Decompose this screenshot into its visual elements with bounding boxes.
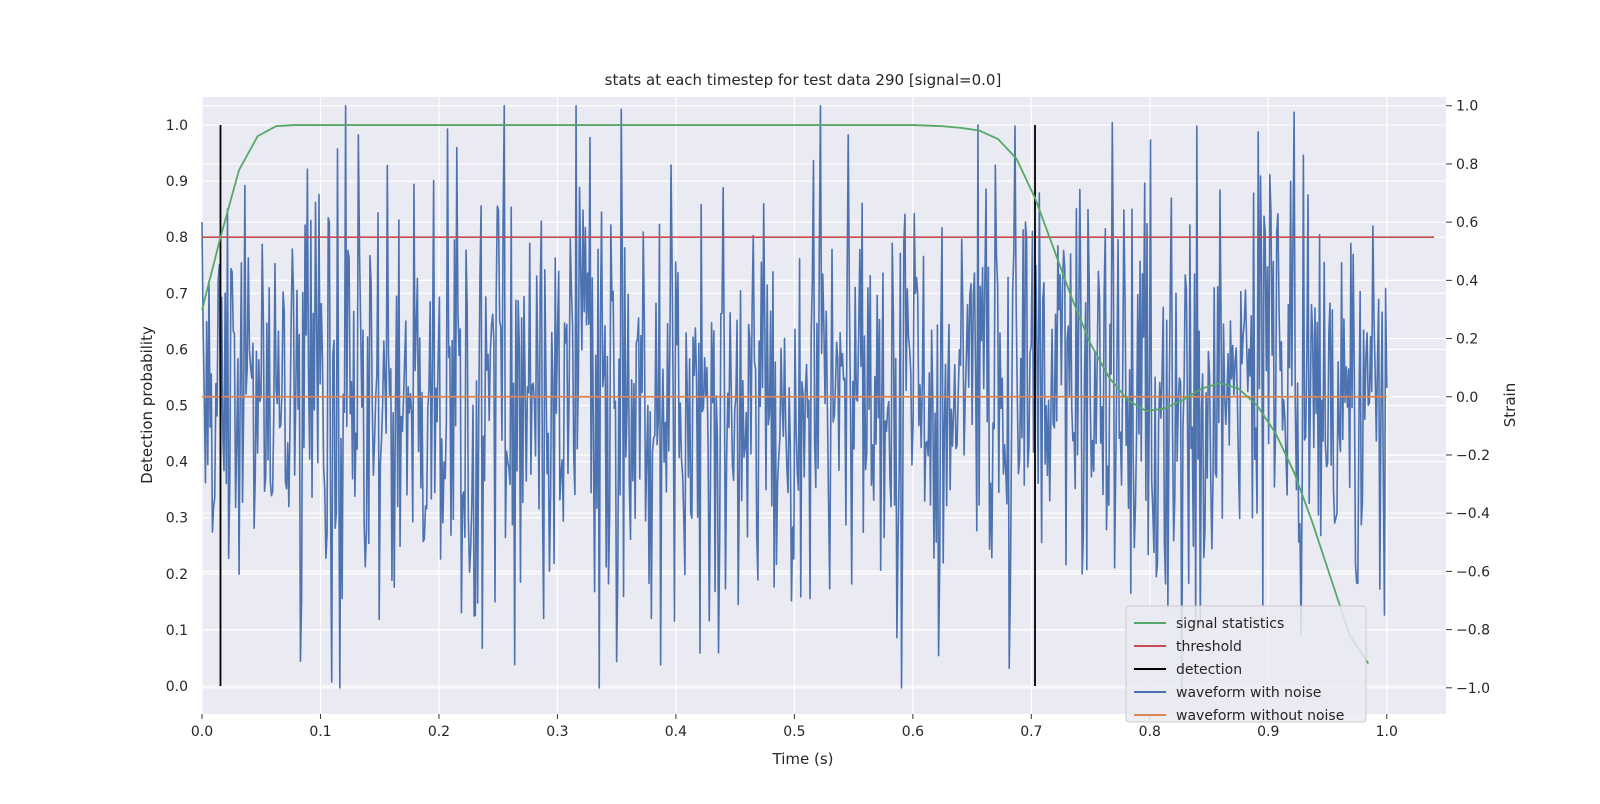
y-axis-label: Detection probability bbox=[138, 326, 156, 484]
series-layer bbox=[201, 104, 1435, 689]
y-tick-label: 0.7 bbox=[166, 286, 188, 302]
y-tick-label: 0.6 bbox=[166, 342, 188, 358]
series-waveform-with-noise bbox=[201, 104, 1388, 689]
x-axis-label: Time (s) bbox=[772, 750, 834, 768]
legend-box bbox=[1125, 605, 1367, 723]
x-tick-label: 0.6 bbox=[902, 724, 924, 740]
legend-label: signal statistics bbox=[1176, 616, 1284, 632]
y-tick-label: 0.8 bbox=[166, 230, 188, 246]
legend-label: waveform without noise bbox=[1176, 708, 1344, 724]
x-tick-label: 0.5 bbox=[783, 724, 805, 740]
x-tick-label: 0.7 bbox=[1020, 724, 1042, 740]
y-tick-label: 0.3 bbox=[166, 511, 188, 527]
y2-tick-label: 0.6 bbox=[1456, 215, 1478, 231]
x-tick-label: 0.3 bbox=[546, 724, 568, 740]
x-tick-label: 0.0 bbox=[191, 724, 213, 740]
y-tick-label: 0.5 bbox=[166, 399, 188, 415]
y2-tick-label: 0.4 bbox=[1456, 273, 1478, 289]
y2-tick-label: −0.4 bbox=[1456, 506, 1490, 522]
x-tick-label: 1.0 bbox=[1376, 724, 1398, 740]
y-tick-label: 0.4 bbox=[166, 455, 188, 471]
y-tick-label: 0.2 bbox=[166, 567, 188, 583]
x-tick-label: 0.1 bbox=[309, 724, 331, 740]
legend: signal statistics threshold detection wavef… bbox=[1125, 605, 1367, 724]
legend-label: detection bbox=[1176, 662, 1242, 678]
y2-tick-label: −0.2 bbox=[1456, 448, 1490, 464]
y2-tick-label: −1.0 bbox=[1456, 681, 1490, 697]
y-tick-label: 1.0 bbox=[166, 118, 188, 134]
y2-tick-label: 1.0 bbox=[1456, 99, 1478, 115]
y2-tick-label: −0.8 bbox=[1456, 623, 1490, 639]
x-tick-label: 0.2 bbox=[428, 724, 450, 740]
y2-tick-label: −0.6 bbox=[1456, 564, 1490, 580]
y2-tick-label: 0.8 bbox=[1456, 157, 1478, 173]
y-tick-label: 0.0 bbox=[166, 679, 188, 695]
y2-tick-label: 0.0 bbox=[1456, 390, 1478, 406]
axes: 0.0 0.1 0.2 0.3 0.4 0.5 0.6 0.7 0.8 0.9 1.0 0.0 0.1 0… bbox=[166, 99, 1490, 740]
y-tick-label: 0.1 bbox=[166, 623, 188, 639]
y-tick-label: 0.9 bbox=[166, 174, 188, 190]
legend-label: waveform with noise bbox=[1176, 685, 1321, 701]
chart-title: stats at each timestep for test data 290… bbox=[605, 71, 1002, 89]
x-tick-label: 0.9 bbox=[1257, 724, 1279, 740]
series-signal-statistics bbox=[201, 124, 1370, 665]
legend-label: threshold bbox=[1176, 639, 1242, 655]
y2-axis-label: Strain bbox=[1501, 383, 1519, 427]
x-tick-label: 0.4 bbox=[665, 724, 687, 740]
x-tick-label: 0.8 bbox=[1139, 724, 1161, 740]
y2-tick-label: 0.2 bbox=[1456, 332, 1478, 348]
